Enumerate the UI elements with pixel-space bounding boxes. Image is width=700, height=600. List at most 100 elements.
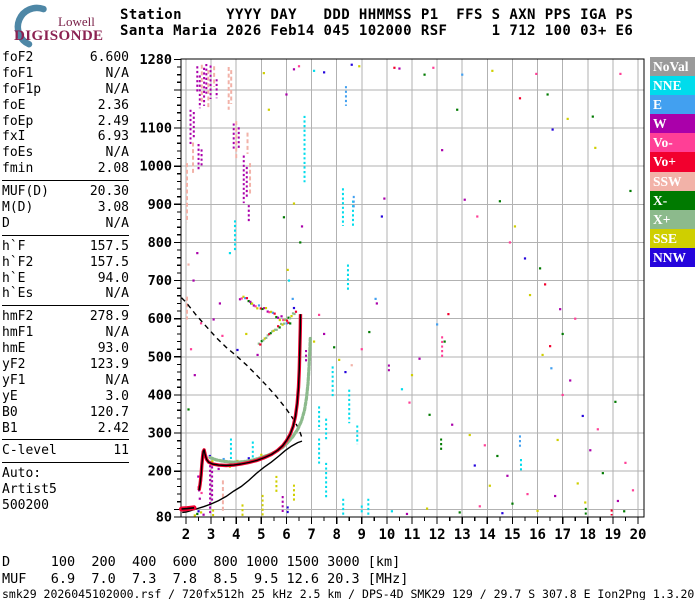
svg-text:17: 17	[554, 527, 571, 543]
svg-text:4: 4	[232, 527, 240, 543]
svg-text:500: 500	[148, 349, 172, 365]
svg-text:13: 13	[454, 527, 471, 543]
scaled-parameters-panel: foF2 6.600 foF1 N/A foF1p N/A foE 2.36 foEp 2.49 f…	[2, 49, 129, 517]
param-value: 157.5	[89, 238, 129, 254]
param-row: D N/A	[2, 216, 129, 232]
svg-text:20: 20	[630, 527, 647, 543]
param-label: fxI	[2, 129, 26, 145]
param-row: h`Es N/A	[2, 286, 129, 302]
param-row: yE 3.0	[2, 389, 129, 405]
param-label: h`Es	[2, 286, 34, 302]
muf-row: MUF 6.9 7.0 7.3 7.8 8.5 9.5 12.6 20.3 [M…	[2, 570, 409, 587]
distance-row: D 100 200 400 600 800 1000 1500 3000 [km…	[2, 554, 401, 570]
param-row: h`F 157.5	[2, 239, 129, 255]
param-value: 278.9	[89, 309, 129, 325]
param-label: D	[2, 215, 10, 231]
param-label: foF1	[2, 65, 34, 81]
param-label: MUF(D)	[2, 184, 49, 200]
param-label: foE	[2, 97, 26, 113]
param-row: foEs N/A	[2, 145, 129, 161]
svg-text:200: 200	[148, 464, 172, 480]
svg-text:700: 700	[148, 273, 172, 289]
param-row: foF2 6.600	[2, 50, 129, 66]
svg-text:300: 300	[148, 426, 172, 442]
svg-text:10: 10	[378, 527, 395, 543]
param-row: hmF2 278.9	[2, 309, 129, 325]
param-value: 20.30	[89, 184, 129, 200]
param-row: foE 2.36	[2, 98, 129, 114]
param-row: Artist5	[2, 482, 129, 498]
param-section: Auto: Artist5 500200	[2, 462, 129, 517]
param-label: yF1	[2, 372, 26, 388]
param-row: M(D) 3.08	[2, 200, 129, 216]
param-label: yE	[2, 388, 18, 404]
param-section: C-level 11	[2, 439, 129, 462]
param-row: fmin 2.08	[2, 161, 129, 177]
svg-text:5: 5	[257, 527, 265, 543]
legend-item-ssw: SSW	[650, 171, 695, 191]
legend-item-vo-: Vo-	[650, 133, 695, 153]
svg-text:14: 14	[479, 527, 496, 543]
legend-item-x+: X+	[650, 209, 695, 229]
legend-item-x-: X-	[650, 190, 695, 210]
param-label: h`E	[2, 270, 26, 286]
param-label: h`F	[2, 238, 26, 254]
svg-text:1280: 1280	[139, 52, 172, 68]
param-row: yF1 N/A	[2, 373, 129, 389]
svg-text:600: 600	[148, 311, 172, 327]
legend-item-w: W	[650, 114, 695, 134]
status-bar: smk29_2026045102000.rsf / 720fx512h 25 k…	[2, 587, 695, 600]
param-value: 6.600	[89, 50, 129, 65]
param-row: Auto:	[2, 466, 129, 482]
legend-item-e: E	[650, 95, 695, 115]
svg-text:19: 19	[604, 527, 621, 543]
svg-text:1100: 1100	[139, 121, 172, 137]
muf-distance-table: D 100 200 400 600 800 1000 1500 3000 [km…	[2, 554, 408, 587]
svg-text:400: 400	[148, 387, 172, 403]
svg-text:8: 8	[332, 527, 340, 543]
svg-text:1000: 1000	[139, 159, 172, 175]
legend-item-nnw: NNW	[650, 247, 695, 268]
param-label: 500200	[2, 498, 49, 514]
param-value: N/A	[105, 81, 129, 97]
param-value: N/A	[105, 215, 129, 231]
svg-text:11: 11	[404, 527, 421, 543]
svg-text:7: 7	[307, 527, 315, 543]
param-row: foEp 2.49	[2, 114, 129, 130]
param-row: hmF1 N/A	[2, 325, 129, 341]
param-value: 123.9	[89, 357, 129, 373]
param-label: B0	[2, 404, 18, 420]
param-label: foEp	[2, 113, 34, 129]
param-value: 2.49	[97, 113, 129, 129]
param-label: fmin	[2, 161, 34, 177]
param-section: hmF2 278.9 hmF1 N/A hmE 93.0 yF2 123.9 yF1 N/A yE 3…	[2, 305, 129, 439]
param-row: hmE 93.0	[2, 341, 129, 357]
legend-item-noval: NoVal	[650, 57, 695, 77]
param-value: 11	[113, 443, 129, 459]
logo-brand-bottom: DIGISONDE	[14, 28, 104, 44]
param-value: 2.42	[97, 420, 129, 436]
header-values-line: Santa Maria 2026 Feb14 045 102000 RSF 1 …	[120, 22, 634, 39]
param-label: C-level	[2, 443, 57, 459]
svg-text:16: 16	[529, 527, 546, 543]
param-row: 500200	[2, 498, 129, 514]
param-value: N/A	[105, 286, 129, 302]
param-label: foF1p	[2, 81, 42, 97]
param-label: hmF2	[2, 309, 34, 325]
param-row: foF1p N/A	[2, 82, 129, 98]
param-label: yF2	[2, 357, 26, 373]
svg-text:2: 2	[182, 527, 190, 543]
svg-text:9: 9	[358, 527, 366, 543]
svg-text:80: 80	[156, 510, 172, 526]
logo-brand-top: Lowell	[58, 14, 95, 29]
param-label: Artist5	[2, 482, 57, 498]
param-value: 120.7	[89, 404, 129, 420]
param-label: M(D)	[2, 200, 34, 216]
param-row: C-level 11	[2, 443, 129, 459]
legend-item-vo+: Vo+	[650, 152, 695, 172]
param-label: hmE	[2, 341, 26, 357]
param-value: N/A	[105, 372, 129, 388]
svg-text:800: 800	[148, 235, 172, 251]
param-row: B0 120.7	[2, 405, 129, 421]
